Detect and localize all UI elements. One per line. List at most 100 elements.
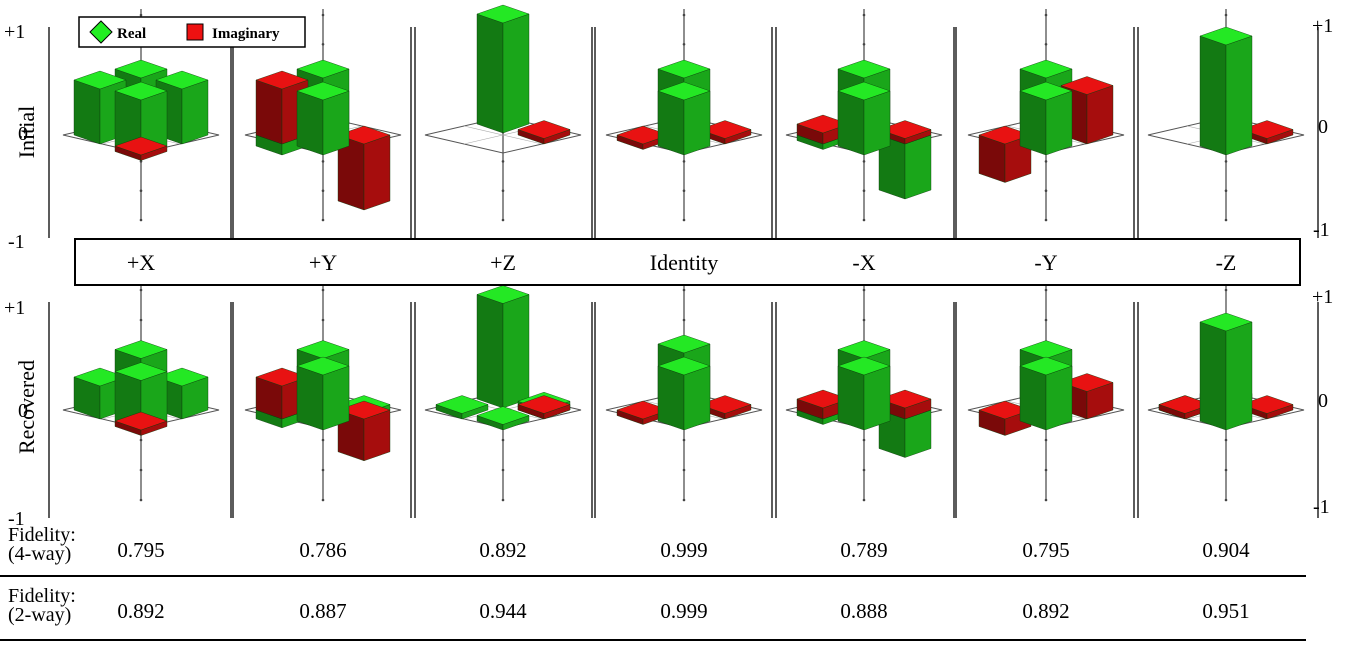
axis-tick-mark (862, 438, 866, 442)
axis-tick-mark (682, 438, 686, 442)
fidelity-table: Fidelity: (4-way) 0.795 0.786 0.892 0.99… (0, 524, 1306, 641)
axis-tick-mark (321, 318, 325, 322)
initial-minus-x-real-bar-3 (837, 81, 891, 156)
tick-label-right-top-minus1: -1 (1313, 219, 1330, 241)
bar-layer (73, 4, 1294, 462)
tick-label-right-top-zero: 0 (1318, 116, 1328, 138)
axis-tick-mark (321, 468, 325, 472)
axis-tick-mark (1044, 189, 1048, 193)
axis-tick-mark (862, 160, 866, 163)
axis-tick-mark (501, 438, 505, 442)
axis-tick-mark (321, 189, 325, 193)
fidelity-2way-value: 0.951 (1202, 599, 1249, 623)
axis-tick-mark (501, 160, 505, 163)
fidelity-4way-value: 0.904 (1202, 538, 1250, 562)
axis-tick-mark (682, 468, 686, 472)
axis-tick-mark (1224, 438, 1228, 442)
initial-plus-y-imag-bar-1 (255, 70, 309, 145)
panel-label-band: +X +Y +Z Identity -X -Y -Z (74, 238, 1301, 286)
fidelity-4way-value: 0.795 (1022, 538, 1069, 562)
axis-tick-mark (1044, 13, 1048, 17)
legend-real-swatch-icon (89, 20, 113, 44)
recovered-plus-z-imag-bar-2 (517, 395, 571, 420)
axis-tick-mark (682, 189, 686, 193)
initial-plus-z-imag-bar-2 (517, 120, 571, 145)
initial-minus-y-imag-bar-1 (978, 125, 1032, 183)
initial-identity-real-bar-3 (657, 81, 711, 156)
tick-label-bottom-minus1: -1 (8, 508, 25, 530)
axis-tick-mark (1224, 498, 1228, 502)
axis-tick-mark (862, 468, 866, 472)
initial-minus-z-imag-bar-2 (1240, 120, 1294, 145)
axis-tick-mark (1224, 189, 1228, 193)
axis-tick-mark (862, 218, 866, 222)
recovered-minus-y-imag-bar-2 (1060, 373, 1114, 420)
panel-label-plus-z: +Z (490, 250, 516, 275)
fidelity-2way-value: 0.887 (299, 599, 346, 623)
axis-tick-mark (1224, 160, 1228, 163)
axis-tick-mark (139, 438, 143, 442)
axis-tick-mark (501, 498, 505, 502)
tick-label-top-plus1: +1 (4, 21, 25, 43)
panel-label-minus-x: -X (852, 250, 875, 275)
initial-plus-x-imag-bar-3 (114, 136, 168, 161)
axis-tick-mark (1044, 42, 1048, 46)
axis-tick-mark (1224, 218, 1228, 222)
recovered-plus-y-imag-bar-2 (337, 400, 391, 462)
fidelity-2way-value: 0.944 (479, 599, 527, 623)
axis-tick-mark (682, 160, 686, 163)
axis-tick-mark (321, 160, 325, 163)
axis-tick-mark (862, 318, 866, 322)
axis-tick-mark (139, 288, 143, 292)
recovered-identity-real-bar-3 (657, 356, 711, 431)
axis-tick-mark (139, 189, 143, 193)
tick-label-right-bottom-minus1: -1 (1313, 496, 1330, 518)
panel-label-plus-x: +X (127, 250, 155, 275)
panel-label-minus-y: -Y (1034, 250, 1057, 275)
panel-label-identity: Identity (650, 250, 718, 275)
recovered-plus-z-real-bar-0 (476, 285, 530, 409)
axis-tick-mark (682, 498, 686, 502)
panel-label-box (74, 238, 1301, 286)
axis-tick-mark (321, 42, 325, 46)
row-label-recovered: Recovered (14, 360, 39, 454)
initial-minus-y-real-bar-3 (1019, 81, 1073, 156)
axis-tick-mark (1224, 288, 1228, 292)
panel-label-plus-y: +Y (309, 250, 337, 275)
row-label-initial: Initial (14, 106, 39, 159)
initial-minus-x-imag-bar-2 (878, 120, 932, 145)
fidelity-2way-label-line2: (2-way) (8, 604, 71, 626)
recovered-plus-z-real-bar-1 (435, 395, 489, 420)
legend-real-label: Real (117, 26, 146, 42)
axis-tick-mark (321, 218, 325, 222)
axis-tick-mark (321, 498, 325, 502)
tick-label-bottom-zero: 0 (18, 400, 28, 422)
axis-tick-mark (1044, 160, 1048, 163)
axis-tick-mark (862, 189, 866, 193)
initial-minus-z-real-bar-3 (1199, 26, 1253, 156)
axis-tick-mark (862, 288, 866, 292)
axis-tick-mark (139, 160, 143, 163)
axis-tick-mark (1224, 468, 1228, 472)
recovered-minus-z-real-bar-3 (1199, 312, 1253, 431)
axis-tick-mark (1224, 13, 1228, 17)
axis-tick-mark (862, 13, 866, 17)
tick-label-right-bottom-plus1: +1 (1312, 286, 1333, 308)
axis-tick-mark (682, 13, 686, 17)
tick-label-top-zero: 0 (18, 123, 28, 145)
axis-tick-mark (501, 468, 505, 472)
axis-tick-mark (501, 189, 505, 193)
fidelity-4way-label-line2: (4-way) (8, 543, 71, 565)
tick-label-right-bottom-zero: 0 (1318, 390, 1328, 412)
recovered-minus-x-imag-bar-2 (878, 389, 932, 420)
axis-tick-mark (139, 468, 143, 472)
axis-tick-mark (321, 13, 325, 17)
axis-tick-mark (139, 318, 143, 322)
initial-identity-imag-bar-1 (616, 125, 670, 150)
initial-plus-y-real-bar-3 (296, 81, 350, 156)
axis-tick-mark (321, 288, 325, 292)
axis-tick-mark (139, 13, 143, 17)
fidelity-2way-label-line1: Fidelity: (8, 585, 76, 607)
fidelity-2way-value: 0.892 (117, 599, 164, 623)
